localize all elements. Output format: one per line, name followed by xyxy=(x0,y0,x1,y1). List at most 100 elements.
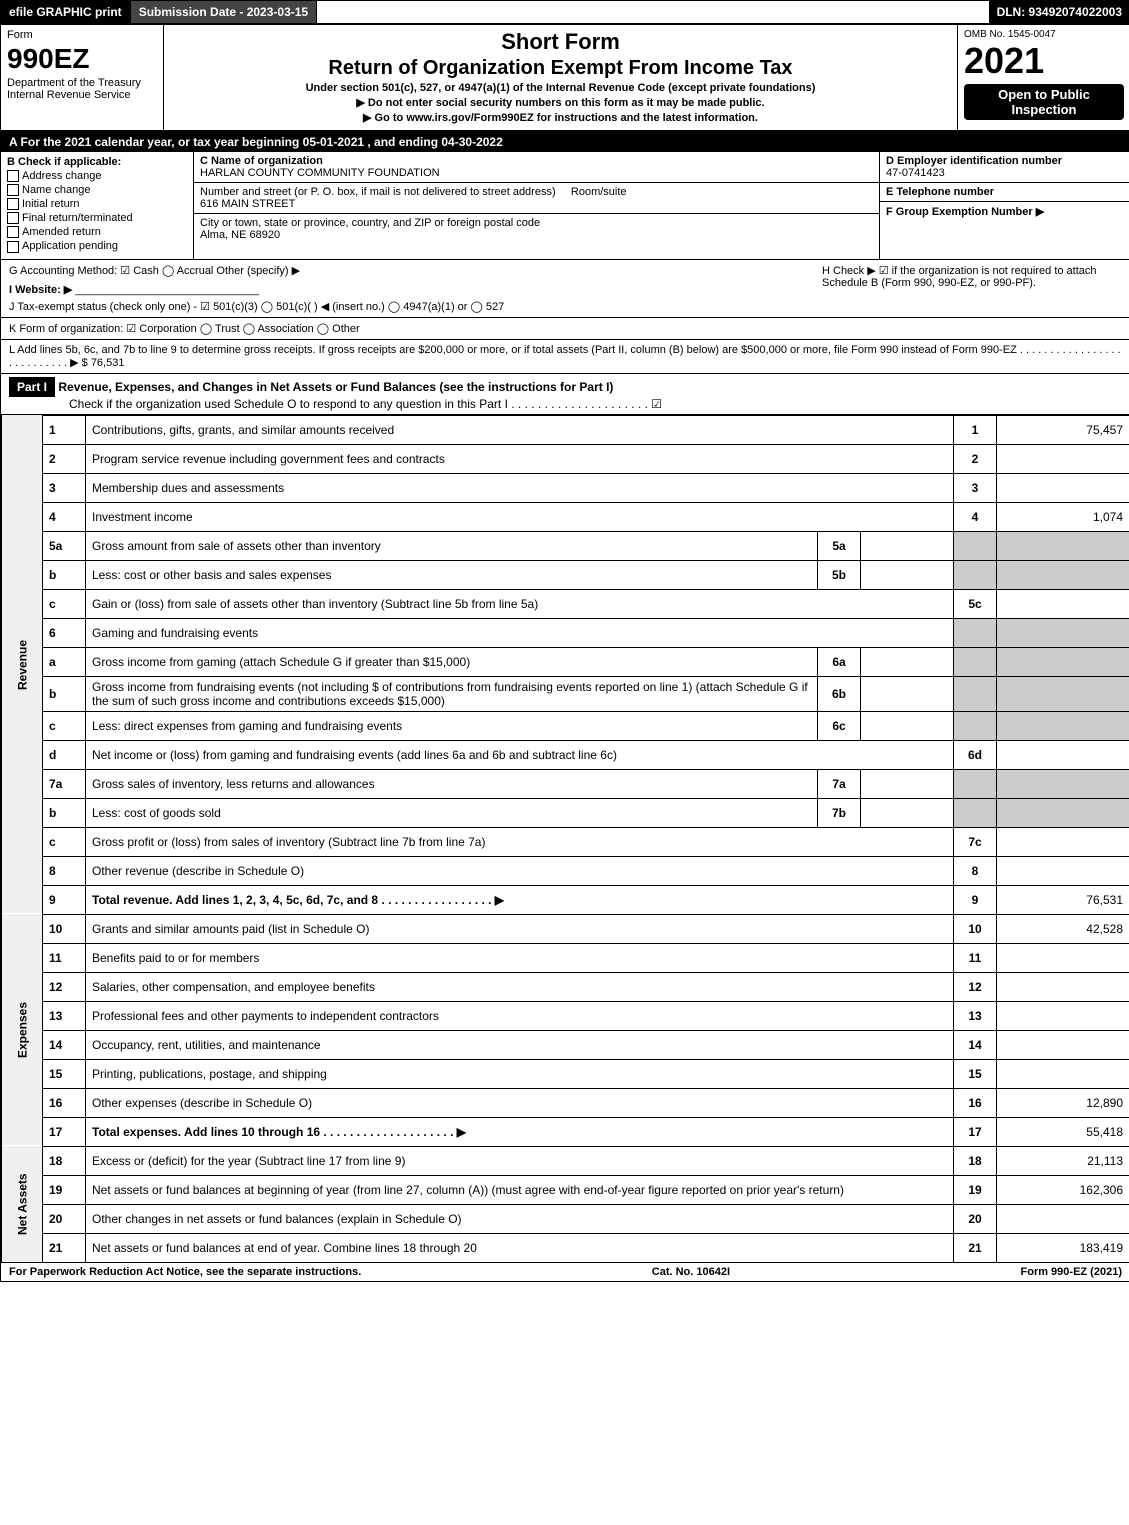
line-num: 2 xyxy=(43,444,86,473)
section-b-title: B Check if applicable: xyxy=(7,156,187,168)
section-g: G Accounting Method: ☑ Cash ◯ Accrual Ot… xyxy=(9,264,822,313)
dln-label: DLN: 93492074022003 xyxy=(989,1,1129,23)
line-text: Net assets or fund balances at end of ye… xyxy=(86,1233,954,1262)
revenue-group-label: Revenue xyxy=(2,415,43,914)
dept-label: Department of the Treasury xyxy=(7,77,157,89)
line-rv: 183,419 xyxy=(997,1233,1129,1262)
line-rn: 3 xyxy=(954,473,997,502)
line-text: Other revenue (describe in Schedule O) xyxy=(86,856,954,885)
line-rv: 21,113 xyxy=(997,1146,1129,1175)
cb-label: Application pending xyxy=(22,240,118,252)
line-rn: 20 xyxy=(954,1204,997,1233)
org-name-label: C Name of organization xyxy=(200,155,323,167)
line-num: 17 xyxy=(43,1117,86,1146)
footer-left: For Paperwork Reduction Act Notice, see … xyxy=(9,1266,361,1278)
part1-row: Part I Revenue, Expenses, and Changes in… xyxy=(1,374,1129,415)
info-block: B Check if applicable: Address change Na… xyxy=(1,152,1129,260)
line-table: Revenue 1Contributions, gifts, grants, a… xyxy=(1,415,1129,1263)
shaded-cell xyxy=(954,531,997,560)
cb-initial-return[interactable]: Initial return xyxy=(7,198,187,210)
public-inspection-badge: Open to Public Inspection xyxy=(964,84,1124,120)
irs-label: Internal Revenue Service xyxy=(7,89,157,101)
city-value: Alma, NE 68920 xyxy=(200,229,280,241)
shaded-cell xyxy=(997,769,1129,798)
shaded-cell xyxy=(954,647,997,676)
sub-val xyxy=(861,711,954,740)
cb-application-pending[interactable]: Application pending xyxy=(7,240,187,252)
sub-val xyxy=(861,531,954,560)
part1-title: Revenue, Expenses, and Changes in Net As… xyxy=(58,380,613,394)
line-text: Salaries, other compensation, and employ… xyxy=(86,972,954,1001)
line-rn: 14 xyxy=(954,1030,997,1059)
line-text: Gain or (loss) from sale of assets other… xyxy=(86,589,954,618)
line-text: Less: cost or other basis and sales expe… xyxy=(86,560,818,589)
form-container: efile GRAPHIC print Submission Date - 20… xyxy=(0,0,1129,1282)
section-j: J Tax-exempt status (check only one) - ☑… xyxy=(9,300,822,313)
line-num: 19 xyxy=(43,1175,86,1204)
part1-check: Check if the organization used Schedule … xyxy=(69,397,662,411)
footer-row: For Paperwork Reduction Act Notice, see … xyxy=(1,1263,1129,1281)
line-text: Less: direct expenses from gaming and fu… xyxy=(86,711,818,740)
line-rn: 15 xyxy=(954,1059,997,1088)
shaded-cell xyxy=(997,676,1129,711)
cb-amended-return[interactable]: Amended return xyxy=(7,226,187,238)
ein-value: 47-0741423 xyxy=(886,167,945,179)
section-e: E Telephone number xyxy=(880,183,1129,202)
cb-address-change[interactable]: Address change xyxy=(7,170,187,182)
line-rv: 42,528 xyxy=(997,914,1129,943)
line-num: a xyxy=(43,647,86,676)
line-rv xyxy=(997,1030,1129,1059)
sub-val xyxy=(861,560,954,589)
accounting-method: G Accounting Method: ☑ Cash ◯ Accrual Ot… xyxy=(9,264,822,277)
line-rn: 17 xyxy=(954,1117,997,1146)
line-rn: 6d xyxy=(954,740,997,769)
line-num: 1 xyxy=(43,415,86,444)
netassets-group-label: Net Assets xyxy=(2,1146,43,1262)
line-num: c xyxy=(43,827,86,856)
org-name-row: C Name of organization HARLAN COUNTY COM… xyxy=(194,152,879,183)
line-text: Gross income from gaming (attach Schedul… xyxy=(86,647,818,676)
sub-num: 6b xyxy=(818,676,861,711)
line-rn: 7c xyxy=(954,827,997,856)
cb-label: Final return/terminated xyxy=(22,212,133,224)
cb-final-return[interactable]: Final return/terminated xyxy=(7,212,187,224)
form-column: Form 990EZ Department of the Treasury In… xyxy=(1,25,164,130)
line-num: b xyxy=(43,798,86,827)
line-rn: 11 xyxy=(954,943,997,972)
shaded-cell xyxy=(997,531,1129,560)
sub-val xyxy=(861,676,954,711)
line-text: Gross amount from sale of assets other t… xyxy=(86,531,818,560)
line-text: Gross profit or (loss) from sales of inv… xyxy=(86,827,954,856)
line-rn: 1 xyxy=(954,415,997,444)
line-rn: 8 xyxy=(954,856,997,885)
shaded-cell xyxy=(997,711,1129,740)
section-b: B Check if applicable: Address change Na… xyxy=(1,152,194,259)
shaded-cell xyxy=(997,618,1129,647)
line-num: b xyxy=(43,560,86,589)
address-value: 616 MAIN STREET xyxy=(200,198,295,210)
shaded-cell xyxy=(954,560,997,589)
line-text: Printing, publications, postage, and shi… xyxy=(86,1059,954,1088)
line-text: Gaming and fundraising events xyxy=(86,618,954,647)
shaded-cell xyxy=(954,676,997,711)
line-rv xyxy=(997,1059,1129,1088)
line-text: Membership dues and assessments xyxy=(86,473,954,502)
part1-label: Part I xyxy=(9,377,55,397)
tax-year: 2021 xyxy=(964,40,1124,82)
header-row: Form 990EZ Department of the Treasury In… xyxy=(1,25,1129,132)
line-num: 11 xyxy=(43,943,86,972)
line-rv: 12,890 xyxy=(997,1088,1129,1117)
line-num: 9 xyxy=(43,885,86,914)
line-rv xyxy=(997,827,1129,856)
footer-mid: Cat. No. 10642I xyxy=(652,1266,730,1278)
section-i: I Website: ▶ xyxy=(9,284,72,296)
line-rv: 1,074 xyxy=(997,502,1129,531)
sub-val xyxy=(861,798,954,827)
line-num: 20 xyxy=(43,1204,86,1233)
shaded-cell xyxy=(997,647,1129,676)
line-rv xyxy=(997,1001,1129,1030)
top-bar: efile GRAPHIC print Submission Date - 20… xyxy=(1,1,1129,25)
cb-name-change[interactable]: Name change xyxy=(7,184,187,196)
sub-val xyxy=(861,647,954,676)
line-num: b xyxy=(43,676,86,711)
